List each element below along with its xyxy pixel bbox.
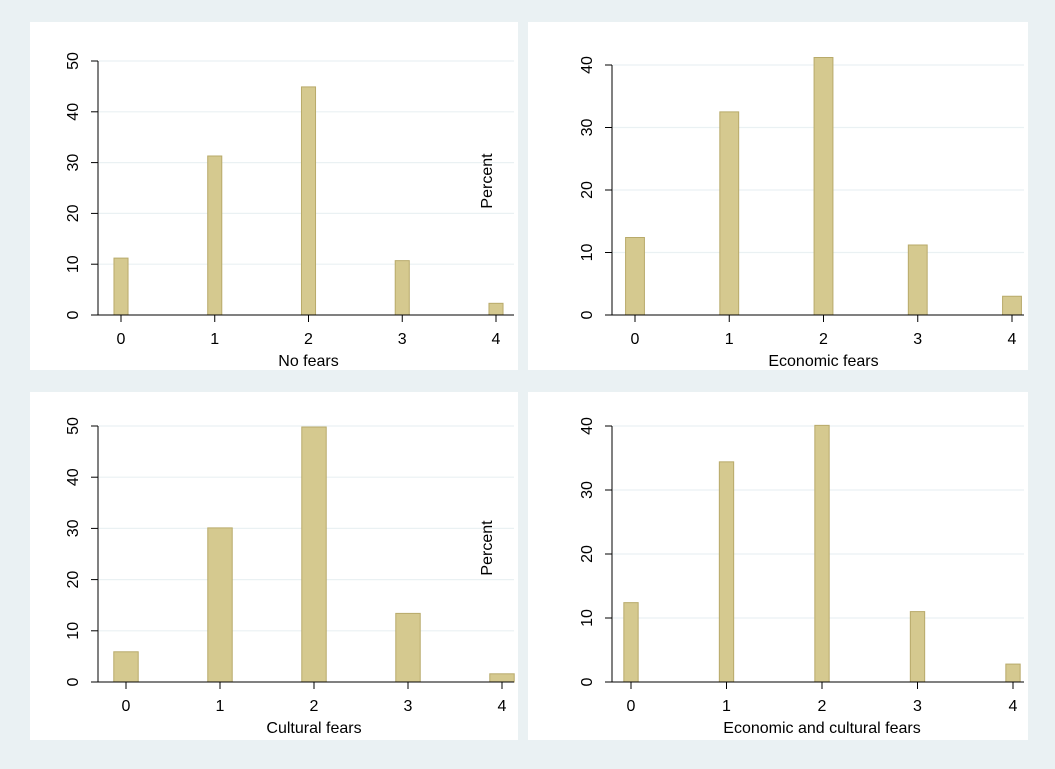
x-tick-label: 2 bbox=[310, 698, 319, 715]
x-tick-label: 1 bbox=[725, 331, 734, 348]
x-tick-label: 1 bbox=[216, 698, 225, 715]
y-tick-label: 0 bbox=[65, 310, 82, 319]
x-axis-title: No fears bbox=[278, 353, 338, 370]
bar-4 bbox=[1002, 295, 1022, 316]
y-tick-label: 40 bbox=[65, 468, 82, 486]
x-axis-title: Economic and cultural fears bbox=[723, 720, 920, 737]
bar-4 bbox=[1005, 663, 1021, 683]
panel-2: 0 10 20 30 40 0 1 2 3 4 Economic fears bbox=[528, 22, 1028, 370]
y-tick-label: 0 bbox=[579, 677, 596, 686]
y-tick-label: 0 bbox=[65, 677, 82, 686]
bar-1 bbox=[207, 155, 223, 316]
bar-1 bbox=[718, 461, 735, 683]
x-tick-label: 1 bbox=[210, 331, 219, 348]
x-tick-label: 4 bbox=[1009, 698, 1018, 715]
x-tick-label: 3 bbox=[398, 331, 407, 348]
bar-2 bbox=[300, 86, 317, 316]
bar-2 bbox=[301, 426, 327, 683]
x-tick-label: 2 bbox=[304, 331, 313, 348]
bar-2 bbox=[813, 57, 834, 316]
y-tick-label: 30 bbox=[65, 519, 82, 537]
y-tick-label: 20 bbox=[579, 545, 596, 563]
y-tick-label: 10 bbox=[65, 622, 82, 640]
x-tick-label: 0 bbox=[631, 331, 640, 348]
x-tick-label: 2 bbox=[819, 331, 828, 348]
bar-3 bbox=[907, 244, 928, 316]
x-tick-label: 3 bbox=[913, 698, 922, 715]
x-tick-label: 4 bbox=[1008, 331, 1017, 348]
plot-area bbox=[30, 392, 518, 740]
x-tick-label: 4 bbox=[492, 331, 501, 348]
y-tick-label: 0 bbox=[579, 310, 596, 319]
x-tick-label: 3 bbox=[913, 331, 922, 348]
bar-0 bbox=[113, 257, 129, 316]
bar-0 bbox=[113, 651, 139, 683]
y-tick-label: 50 bbox=[65, 52, 82, 70]
y-tick-label: 40 bbox=[579, 56, 596, 74]
plot-area bbox=[528, 392, 1028, 740]
x-axis-title: Economic fears bbox=[768, 353, 878, 370]
x-tick-label: 0 bbox=[122, 698, 131, 715]
bar-1 bbox=[719, 111, 740, 316]
y-axis-title: Percent bbox=[479, 153, 496, 209]
bar-3 bbox=[394, 260, 410, 316]
bar-4 bbox=[488, 302, 504, 316]
bar-0 bbox=[623, 602, 639, 683]
y-tick-label: 10 bbox=[65, 255, 82, 273]
x-tick-label: 0 bbox=[117, 331, 126, 348]
panel-1: 0 10 20 30 40 50 0 1 2 3 4 No fears bbox=[30, 22, 518, 370]
plot-area bbox=[30, 22, 518, 370]
x-tick-label: 1 bbox=[722, 698, 731, 715]
y-tick-label: 30 bbox=[579, 481, 596, 499]
y-tick-label: 10 bbox=[579, 244, 596, 262]
bar-2 bbox=[814, 424, 830, 683]
panel-3: 0 10 20 30 40 50 0 1 2 3 4 Cultural fears bbox=[30, 392, 518, 740]
y-tick-label: 10 bbox=[579, 609, 596, 627]
y-tick-label: 40 bbox=[579, 417, 596, 435]
y-tick-label: 30 bbox=[579, 119, 596, 137]
x-tick-label: 2 bbox=[818, 698, 827, 715]
y-tick-label: 40 bbox=[65, 103, 82, 121]
bar-3 bbox=[909, 611, 926, 683]
x-axis-title: Cultural fears bbox=[266, 720, 361, 737]
bar-1 bbox=[207, 527, 233, 683]
x-tick-label: 3 bbox=[404, 698, 413, 715]
x-tick-label: 0 bbox=[627, 698, 636, 715]
bar-4 bbox=[489, 673, 515, 683]
y-tick-label: 20 bbox=[579, 181, 596, 199]
panel-4: 0 10 20 30 40 0 1 2 3 4 Economic and cultural fear… bbox=[528, 392, 1028, 740]
bar-0 bbox=[625, 237, 645, 316]
x-tick-label: 4 bbox=[498, 698, 507, 715]
y-tick-label: 30 bbox=[65, 154, 82, 172]
y-tick-label: 20 bbox=[65, 571, 82, 589]
y-tick-label: 50 bbox=[65, 417, 82, 435]
y-tick-label: 20 bbox=[65, 204, 82, 222]
y-axis-title: Percent bbox=[479, 520, 496, 576]
bar-3 bbox=[395, 612, 421, 683]
plot-area bbox=[528, 22, 1028, 370]
